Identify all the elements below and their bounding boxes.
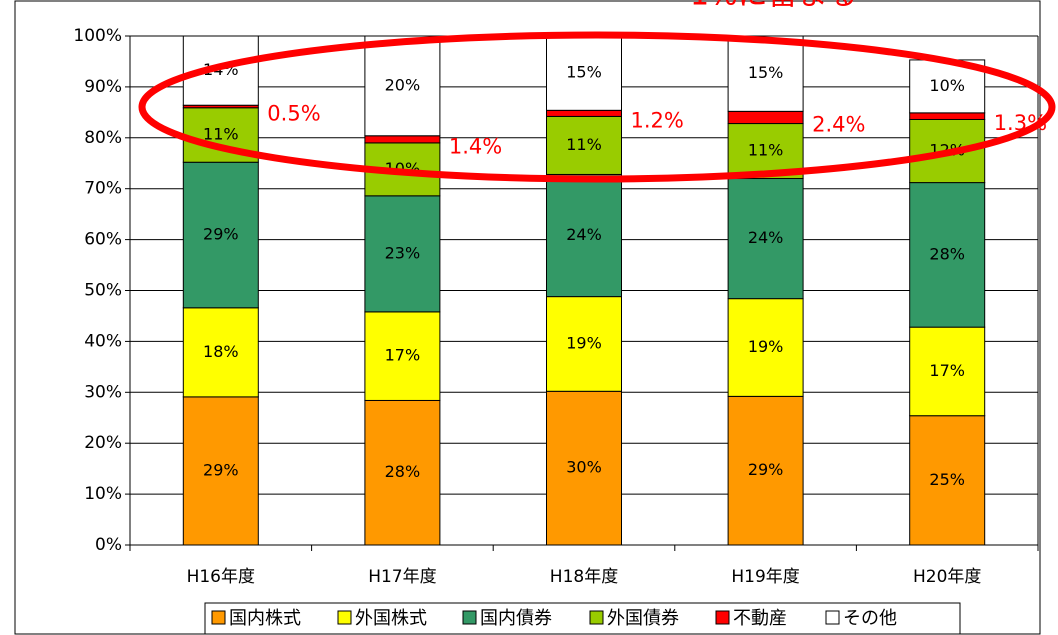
bar-segment: [364, 195, 441, 313]
data-label: 20%: [385, 75, 421, 94]
legend-label: 外国債券: [607, 608, 679, 629]
bar-segment: [727, 298, 804, 397]
y-tick-label: 100%: [73, 26, 122, 46]
data-label: 30%: [566, 458, 602, 477]
data-label: 24%: [566, 225, 602, 244]
legend-label: 外国株式: [355, 608, 427, 629]
data-label: 17%: [385, 346, 421, 365]
legend-swatch: [462, 610, 477, 625]
data-label: 15%: [566, 63, 602, 82]
data-label: 0.5%: [267, 101, 320, 125]
bar-segment: [546, 109, 622, 117]
bar-segment: [182, 396, 259, 546]
data-label: 11%: [748, 141, 784, 160]
bar-segment: [182, 307, 259, 398]
data-label: 19%: [566, 333, 602, 352]
data-label: 1.2%: [631, 108, 684, 132]
y-tick-label: 90%: [84, 77, 122, 97]
data-label: 11%: [566, 135, 602, 154]
bar-segment: [909, 415, 986, 546]
legend-label: その他: [843, 608, 897, 629]
data-label: 15%: [748, 63, 784, 82]
y-tick-label: 30%: [84, 382, 122, 402]
legend-swatch: [825, 610, 840, 625]
x-tick-label: H20年度: [913, 567, 981, 587]
data-label: 11%: [203, 125, 239, 144]
highlight-ellipse: [138, 31, 1056, 183]
bar-segment: [364, 35, 441, 137]
x-tick-label: H18年度: [550, 567, 618, 587]
bar-segment: [546, 390, 622, 546]
bar-segment: [182, 161, 259, 309]
legend-label: 不動産: [733, 608, 787, 629]
data-label: 18%: [203, 342, 239, 361]
bar-segment: [727, 395, 804, 546]
bar-segment: [364, 399, 441, 546]
y-tick-label: 80%: [84, 128, 122, 148]
x-tick-label: H17年度: [368, 567, 436, 587]
data-label: 23%: [385, 243, 421, 262]
bar-segment: [546, 35, 622, 111]
chart-frame: [14, 0, 1041, 635]
y-tick-label: 10%: [84, 484, 122, 504]
data-label: 28%: [385, 462, 421, 481]
y-tick-label: 0%: [95, 535, 122, 555]
data-label: 17%: [929, 361, 965, 380]
data-label: 29%: [748, 460, 784, 479]
legend-label: 国内株式: [229, 608, 301, 629]
bar-segment: [727, 178, 804, 300]
legend-swatch: [715, 610, 730, 625]
bar-segment: [909, 326, 986, 417]
y-tick-label: 70%: [84, 179, 122, 199]
legend-swatch: [337, 610, 352, 625]
x-tick-label: H19年度: [731, 567, 799, 587]
bar-segment: [546, 296, 622, 392]
x-tick-label: H16年度: [187, 567, 255, 587]
data-label: 28%: [929, 244, 965, 263]
data-label: 19%: [748, 337, 784, 356]
data-label: 29%: [203, 460, 239, 479]
bar-segment: [364, 311, 441, 401]
data-label: 10%: [929, 76, 965, 95]
bar-segment: [546, 115, 622, 175]
data-label: 2.4%: [812, 112, 865, 136]
data-label: 25%: [929, 470, 965, 489]
y-tick-label: 50%: [84, 281, 122, 301]
y-tick-label: 40%: [84, 331, 122, 351]
bar-segment: [909, 112, 986, 120]
legend-swatch: [211, 610, 226, 625]
bar-segment: [727, 110, 804, 125]
legend-label: 国内債券: [480, 608, 552, 629]
y-tick-label: 60%: [84, 230, 122, 250]
data-label: 1.4%: [449, 134, 502, 158]
bar-segment: [727, 35, 804, 112]
annotation: 1%に留まる: [690, 0, 858, 13]
data-label: 24%: [748, 228, 784, 247]
bar-segment: [909, 182, 986, 328]
bar-segment: [546, 173, 622, 298]
data-label: 29%: [203, 225, 239, 244]
bar-segment: [364, 135, 441, 144]
y-tick-label: 20%: [84, 433, 122, 453]
legend-swatch: [589, 610, 604, 625]
